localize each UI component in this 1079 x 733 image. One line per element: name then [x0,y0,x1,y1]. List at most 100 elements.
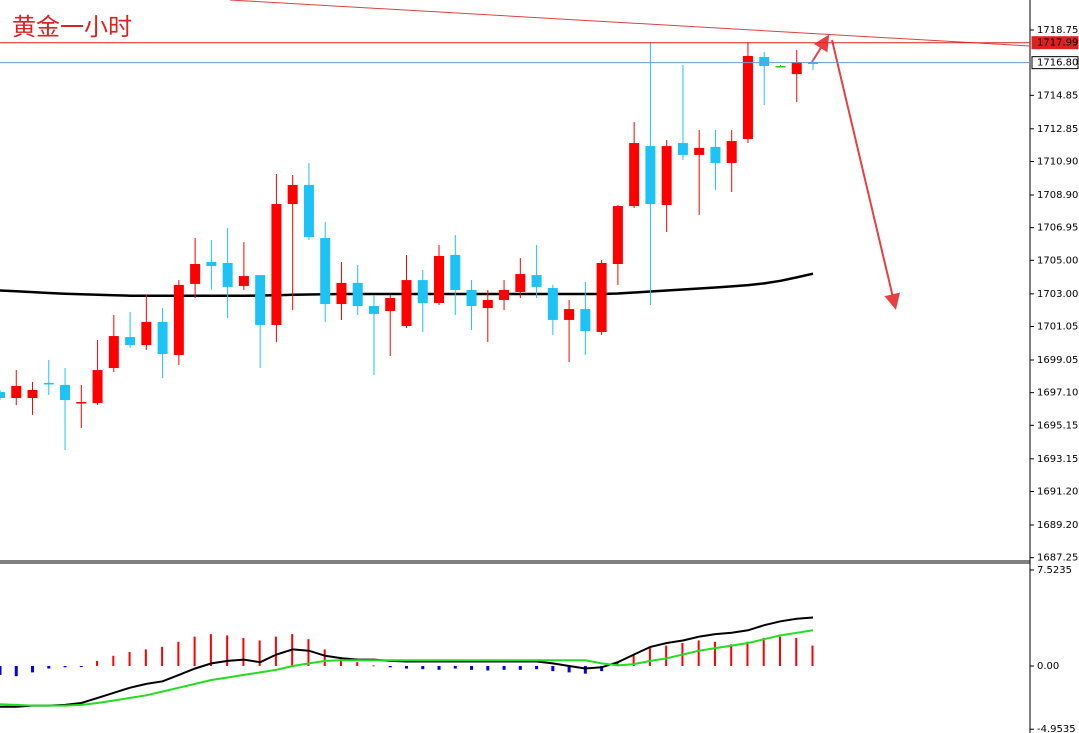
candle-body [742,55,753,140]
candle-body [499,289,510,301]
histogram-bar [762,637,765,666]
candle-body [125,337,136,346]
candle-body [450,254,461,290]
y-tick-label: 1714.85 [1037,90,1078,101]
candle-body [222,262,233,287]
histogram-bar [778,636,781,666]
histogram-bar [811,645,814,666]
candle-body [726,141,737,163]
candle-body [482,300,493,309]
candle-body [564,309,575,320]
histogram-bar [177,641,180,666]
histogram-bar [96,660,99,666]
histogram-bar [274,636,277,666]
histogram-bar [63,665,67,668]
histogram-bar [535,665,539,670]
price-label: 1716.80 [1037,58,1078,69]
candle-body [320,238,331,305]
histogram-bar [356,662,359,666]
candle-body [645,146,656,205]
candle-body [417,280,428,304]
y-tick-label: 7.5235 [1037,565,1072,576]
histogram-bar [730,644,733,666]
histogram-bar [713,641,716,666]
histogram-bar [31,665,35,673]
candle-body [76,402,87,404]
histogram-bar [746,641,749,666]
histogram-bar [600,665,604,672]
histogram-bar [388,665,392,668]
candle-body [303,184,314,238]
arrow-up [811,34,830,63]
candle-body [547,287,558,320]
candle-body [11,385,22,399]
candle-body [791,61,802,75]
y-tick-label: 1701.05 [1037,321,1078,332]
candle-body [385,298,396,312]
indicator-line [0,616,814,708]
candle-body [580,309,591,332]
candle-body [157,321,168,354]
histogram-bar [242,637,245,666]
arrow-down [831,39,901,310]
candle-body [434,255,445,304]
candle-body [255,275,266,325]
candle-body [238,276,249,286]
candle-body [352,282,363,307]
candle-body [271,204,282,325]
histogram-bar [193,636,196,666]
candle-body [141,321,152,346]
candle-body [368,306,379,314]
y-tick-label: 1691.20 [1037,486,1078,497]
histogram-bar [14,665,18,677]
candle-body [759,56,770,67]
candle-body [775,66,786,68]
candle-body [43,382,54,385]
candle-body [60,384,71,401]
candle-body [677,143,688,155]
candle-body [515,274,526,292]
price-label-box [1031,36,1079,50]
y-tick-label: 1710.90 [1037,156,1078,167]
price-label: 1717.99 [1037,38,1078,49]
price-label-box [1031,56,1079,70]
y-tick-label: 0.00 [1037,661,1059,672]
indicator-line [0,629,814,707]
histogram-bar [79,665,83,667]
candle-body [710,146,721,163]
histogram-bar [112,655,115,666]
histogram-bar [567,665,571,673]
y-tick-label: 1708.90 [1037,190,1078,201]
histogram-bar [144,649,147,666]
y-tick-label: 1705.00 [1037,255,1078,266]
candle-body [336,282,347,305]
candle-body [173,284,184,355]
histogram-bar [502,665,506,670]
y-tick-label: 1706.95 [1037,223,1078,234]
histogram-bar [795,637,798,666]
y-tick-label: 1718.75 [1037,25,1078,36]
histogram-bar [486,665,490,671]
histogram-bar [583,665,587,674]
histogram-bar [161,646,164,666]
histogram-bar [47,665,51,669]
histogram-bar [339,657,342,666]
y-tick-label: 1697.10 [1037,388,1078,399]
histogram-bar [665,645,668,666]
y-tick-label: 1687.25 [1037,553,1078,564]
histogram-bar [128,651,131,666]
histogram-bar [648,648,651,666]
y-tick-label: 1703.00 [1037,289,1078,300]
histogram-bar [307,639,310,666]
candle-body [287,184,298,205]
candle-body [596,262,607,333]
candle-body [0,391,5,399]
candle-body [190,264,201,284]
y-tick-label: -4.9535 [1037,724,1076,733]
candle-body [206,261,217,267]
y-tick-label: 1699.05 [1037,355,1078,366]
histogram-bar [453,665,457,669]
y-tick-label: 1689.20 [1037,520,1078,531]
histogram-bar [226,635,229,666]
